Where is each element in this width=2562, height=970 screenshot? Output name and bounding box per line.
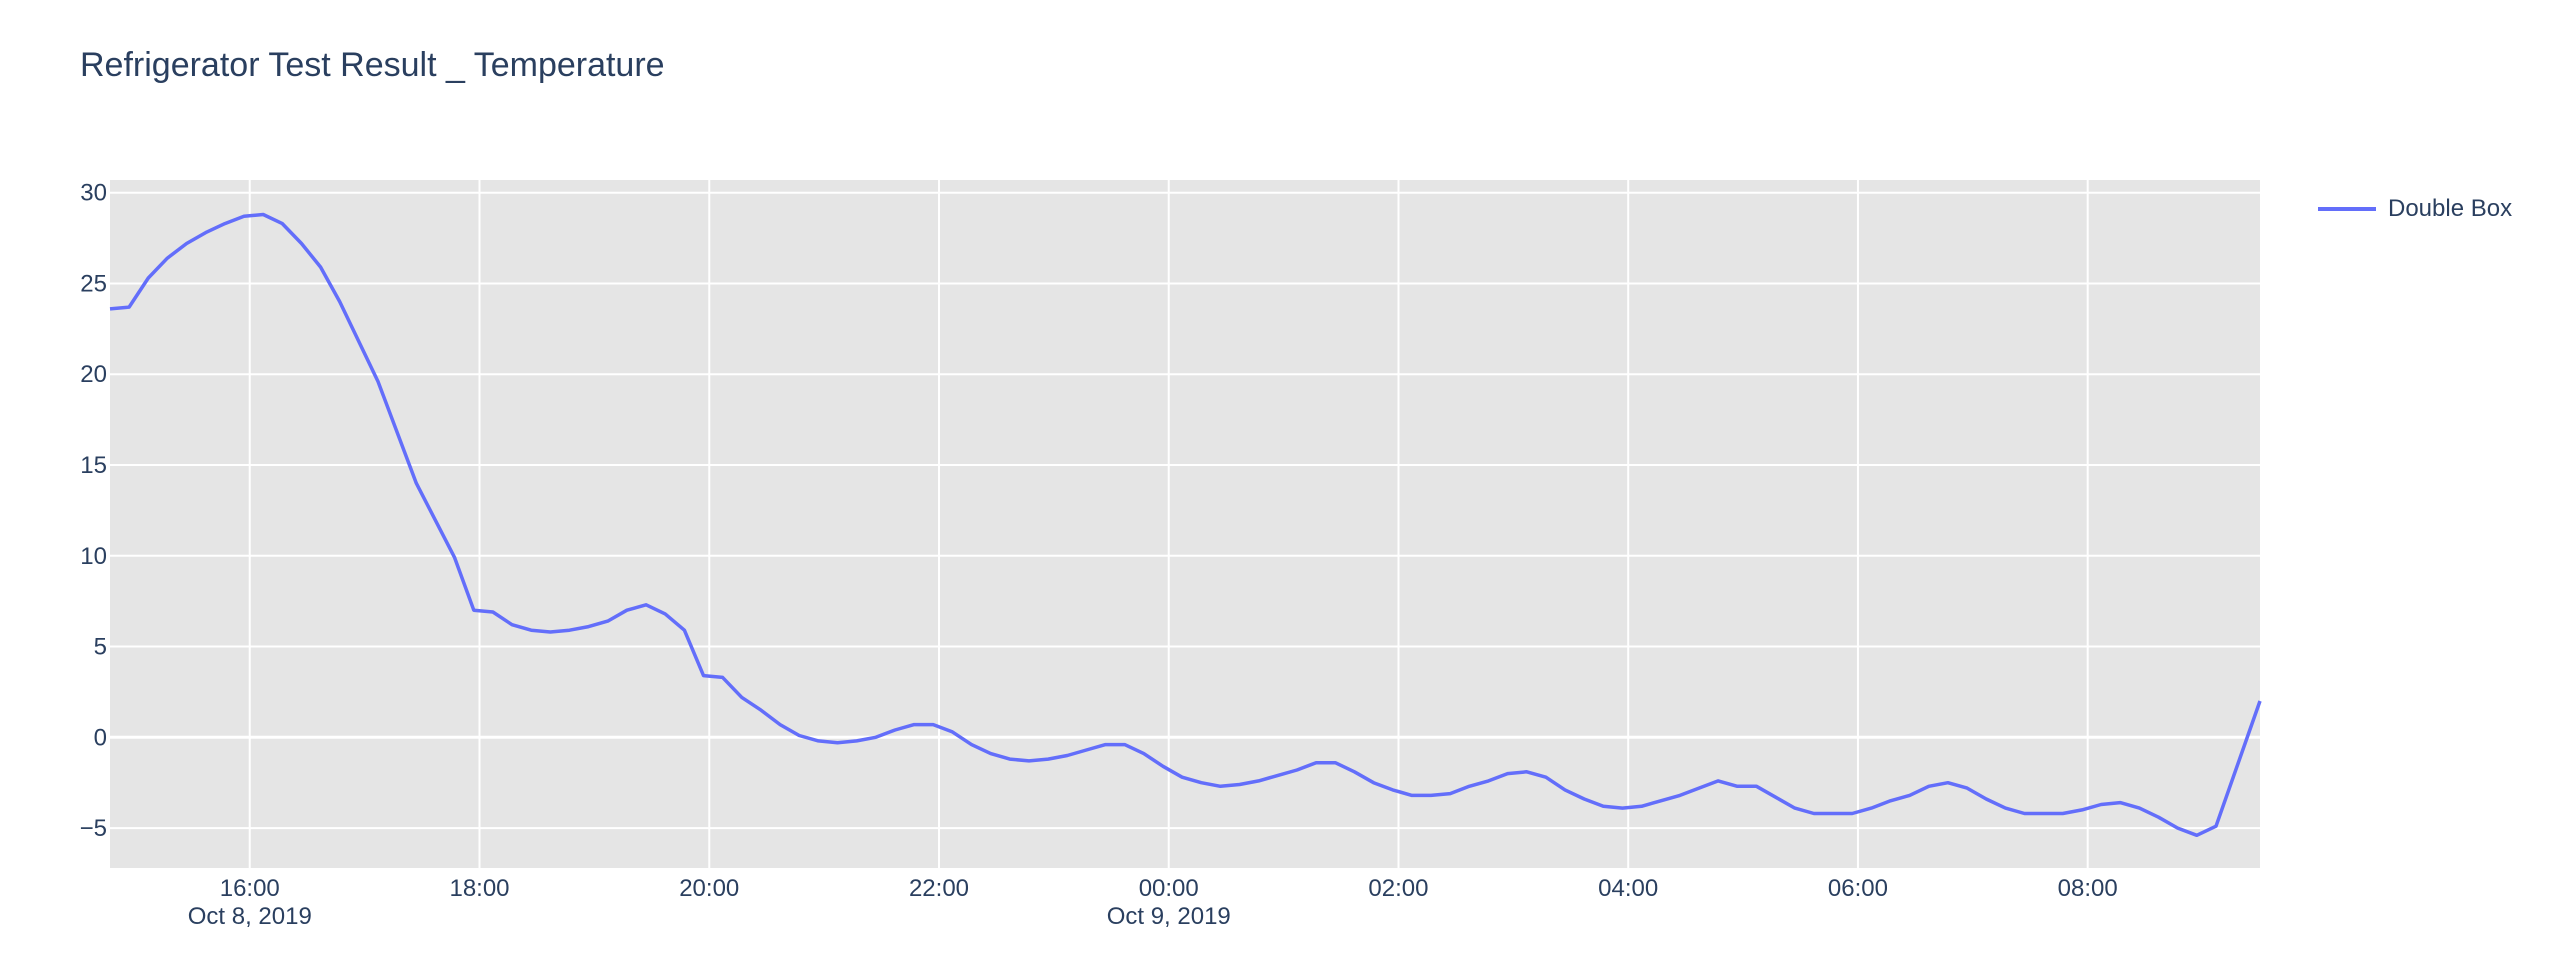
y-tick-label: 0 (94, 724, 107, 751)
x-tick-label: 04:00 (1598, 875, 1658, 902)
x-tick-date-label: Oct 9, 2019 (1107, 903, 1231, 930)
legend-swatch-double-box (2318, 207, 2376, 211)
chart-title: Refrigerator Test Result _ Temperature (80, 46, 665, 84)
x-tick-label: 18:00 (449, 875, 509, 902)
x-tick-label: 22:00 (909, 875, 969, 902)
y-tick-label: −5 (80, 815, 107, 842)
series-line-double-box[interactable] (109, 212, 2262, 838)
x-tick-label: 06:00 (1828, 875, 1888, 902)
y-tick-label: 20 (80, 361, 107, 388)
x-tick-label: 02:00 (1368, 875, 1428, 902)
legend-label-double-box: Double Box (2388, 195, 2513, 222)
grid-lines (110, 180, 2260, 868)
x-tick-label: 08:00 (2058, 875, 2118, 902)
x-tick-date-label: Oct 8, 2019 (188, 903, 312, 930)
plot-area (110, 180, 2260, 868)
y-tick-label: 25 (80, 270, 107, 297)
legend[interactable]: Double Box (2318, 195, 2512, 223)
y-tick-label: 10 (80, 543, 107, 570)
x-tick-label: 16:00 (220, 875, 280, 902)
series-layer (109, 212, 2262, 838)
y-tick-label: 5 (94, 634, 107, 661)
y-tick-label: 15 (80, 452, 107, 479)
y-tick-label: 30 (80, 180, 107, 207)
x-tick-label: 20:00 (679, 875, 739, 902)
x-tick-label: 00:00 (1139, 875, 1199, 902)
